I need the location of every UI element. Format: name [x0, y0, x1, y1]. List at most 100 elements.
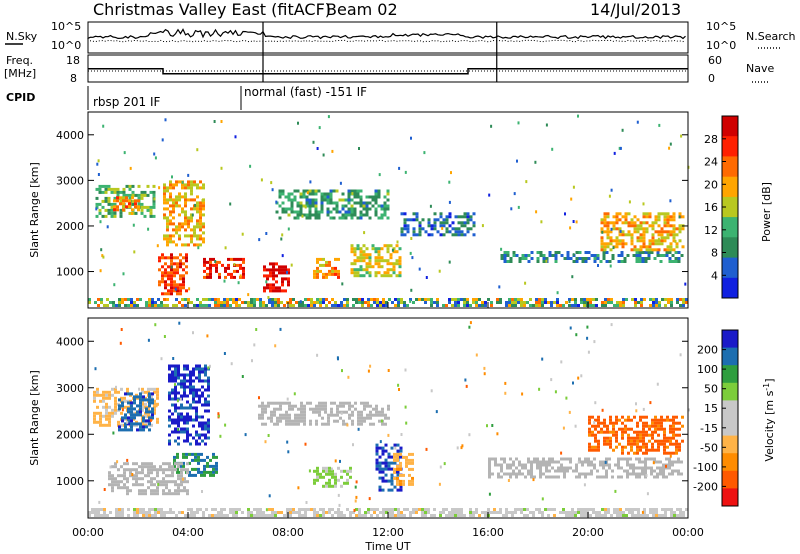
heat-cell-18: [115, 511, 118, 514]
heat-cell-1271: [418, 230, 422, 234]
heat-cell-1076: [183, 489, 186, 493]
heat-cell-960: [132, 474, 135, 478]
heat-cell-1388: [396, 470, 400, 474]
heat-cell-348: [640, 304, 643, 307]
heat-cell-793: [209, 269, 212, 273]
heat-cell-1288: [436, 218, 440, 222]
heat-cell-970: [138, 465, 141, 469]
heat-cell-810: [227, 263, 230, 267]
heat-cell-1621: [629, 472, 632, 476]
heat-cell-290: [544, 301, 547, 304]
heat-cell-1151: [356, 256, 360, 260]
heat-cell-2070: [94, 367, 97, 371]
heat-cell-1894: [669, 436, 672, 440]
heat-cell-666: [174, 379, 177, 383]
heat-cell-1412: [396, 482, 399, 486]
heat-cell-855: [272, 277, 275, 281]
heat-cell-936: [120, 465, 123, 469]
heat-cell-296: [553, 514, 556, 517]
heat-cell-1185: [321, 416, 324, 420]
heat-cell-1132: [337, 269, 340, 273]
heat-cell-184: [376, 304, 379, 307]
heat-cell-199: [397, 301, 400, 304]
heat-cell-622: [148, 416, 151, 420]
heat-cell-1239: [398, 259, 402, 263]
heat-cell-1651: [650, 472, 653, 476]
heat-cell-1422: [402, 479, 405, 483]
heat-cell-257: [499, 301, 502, 304]
heat-cell-1541: [630, 218, 634, 222]
heat-cell-1198: [377, 256, 381, 260]
heat-cell-277: [526, 301, 529, 304]
heat-cell-984: [326, 201, 330, 205]
heat-cell-509: [125, 196, 128, 200]
heat-cell-1331: [466, 215, 470, 219]
y-tick-label-1: 2000: [56, 220, 84, 233]
heat-cell-426: [116, 193, 120, 197]
heat-cell-1264: [378, 410, 381, 414]
heat-cell-50: [175, 304, 178, 307]
freq-label: Freq.: [6, 54, 33, 67]
heat-cell-390: [682, 511, 685, 514]
heat-cell-1560: [636, 236, 640, 240]
heat-cell-410: [99, 417, 102, 421]
heat-cell-1282: [316, 469, 319, 473]
heat-cell-1101: [313, 272, 316, 276]
heat-cell-1796: [633, 442, 636, 446]
heat-cell-1626: [663, 212, 667, 216]
heat-cell-1969: [594, 401, 597, 405]
heat-cell-1016: [344, 213, 348, 217]
heat-cell-1485: [606, 212, 610, 216]
heat-cell-1113: [322, 263, 325, 267]
heat-cell-97: [235, 508, 238, 511]
heat-cell-1278: [427, 224, 431, 228]
heat-cell-89: [226, 514, 229, 517]
heat-cell-1191: [324, 422, 327, 426]
heat-cell-1335: [466, 230, 470, 234]
heat-cell-416: [102, 399, 105, 403]
heat-cell-1789: [133, 250, 136, 254]
heat-cell-917: [108, 477, 111, 481]
heat-cell-255: [496, 301, 499, 304]
heat-cell-297: [556, 301, 559, 304]
heat-cell-35: [148, 298, 151, 301]
heat-cell-1759: [615, 445, 618, 449]
heat-cell-1706: [594, 424, 597, 428]
heat-cell-776: [195, 391, 198, 395]
heat-cell-1199: [377, 259, 381, 263]
heat-cell-916: [293, 210, 297, 214]
heat-cell-1391: [396, 488, 400, 492]
velocity-colorbar-label: Velocity [m s-1]: [762, 378, 777, 461]
heat-cell-520: [147, 408, 150, 412]
heat-cell-965: [135, 471, 138, 475]
heat-cell-961: [314, 201, 318, 205]
heat-cell-1444: [647, 254, 651, 257]
heat-cell-1117: [325, 263, 328, 267]
heat-cell-1248: [366, 401, 369, 405]
heat-cell-1088: [261, 407, 264, 411]
heat-cell-1451: [494, 457, 497, 461]
heat-cell-1521: [618, 239, 622, 243]
heat-cell-1166: [309, 401, 312, 405]
heat-cell-1336: [469, 215, 473, 219]
heat-cell-123: [277, 511, 280, 514]
heat-cell-1649: [650, 466, 653, 470]
heat-cell-660: [171, 430, 174, 434]
time-axis: 00:00 04:00 08:00 12:00 16:00 20:00 00:00: [72, 302, 704, 539]
heat-cell-1350: [381, 479, 385, 483]
heat-cell-2053: [112, 431, 115, 435]
heat-cell-1681: [671, 472, 674, 476]
heat-cell-1452: [494, 460, 497, 464]
heat-cell-1811: [639, 433, 642, 437]
heat-cell-1404: [393, 476, 396, 480]
heat-cell-2000: [491, 424, 494, 427]
heat-cell-772: [195, 364, 198, 368]
heat-cell-1310: [334, 481, 337, 485]
heat-cell-535: [161, 292, 164, 296]
heat-cell-707: [187, 183, 190, 187]
heat-cell-1678: [671, 460, 674, 464]
heat-cell-60: [193, 304, 196, 307]
heat-cell-1821: [642, 433, 645, 437]
heat-cell-1062: [177, 489, 180, 493]
